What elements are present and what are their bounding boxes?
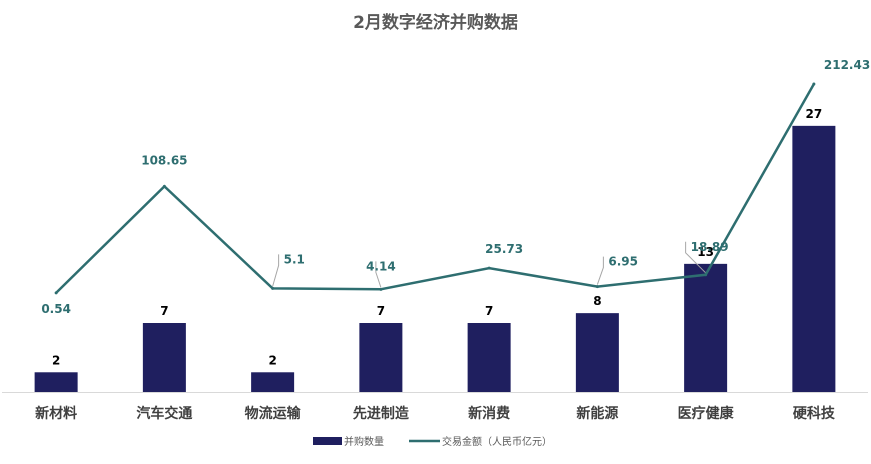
bar-7 [684,263,728,392]
bar-value-label: 7 [160,304,168,318]
bar-4 [359,323,403,392]
bar-8 [792,125,836,392]
amount-series-line [55,83,815,294]
amount-value-label: 6.95 [608,255,638,269]
amount-label-leader [375,261,382,288]
amount-value-label: 108.65 [141,153,187,167]
bar-value-label: 2 [268,353,276,367]
legend-bar-swatch [313,437,342,445]
category-label: 新材料 [35,405,77,422]
bar-6 [575,313,619,392]
amount-label-leader [272,254,280,287]
bar-1 [34,372,78,392]
bar-value-label: 7 [485,304,493,318]
category-label: 医疗健康 [678,405,735,422]
amount-value-label: 4.14 [366,259,396,273]
category-label: 先进制造 [353,405,409,422]
amount-value-label: 25.73 [485,242,523,256]
category-label: 汽车交通 [136,405,192,422]
chart-title: 2月数字经济并购数据 [353,13,518,33]
bar-value-label: 2 [52,353,60,367]
category-labels: 新材料 汽车交通 物流运输 先进制造 新消费 新能源 医疗健康 硬科技 [35,405,836,422]
bar-value-label: 8 [593,294,601,308]
category-label: 新能源 [576,405,618,422]
bar-value-label: 27 [806,107,823,121]
bar-5 [467,323,511,392]
legend-bar-label: 并购数量 [344,435,384,448]
category-label: 硬科技 [793,405,836,422]
amount-value-label: 0.54 [41,302,71,316]
category-label: 新消费 [468,405,510,422]
legend: 并购数量 交易金额（人民币亿元） [313,435,552,448]
bar-2 [142,323,186,392]
category-label: 物流运输 [245,405,302,422]
bar-3 [251,372,295,392]
bars-layer [34,125,836,392]
amount-value-label: 212.43 [824,58,870,72]
bar-value-label: 13 [697,245,714,259]
amount-value-label: 5.1 [284,252,305,266]
amount-label-leader [685,241,706,274]
amount-label-leader [596,256,604,285]
bar-value-label: 7 [377,304,385,318]
amount-value-label: 18.89 [691,240,729,254]
leaders-layer [54,82,816,295]
legend-line-label: 交易金额（人民币亿元） [442,435,552,448]
